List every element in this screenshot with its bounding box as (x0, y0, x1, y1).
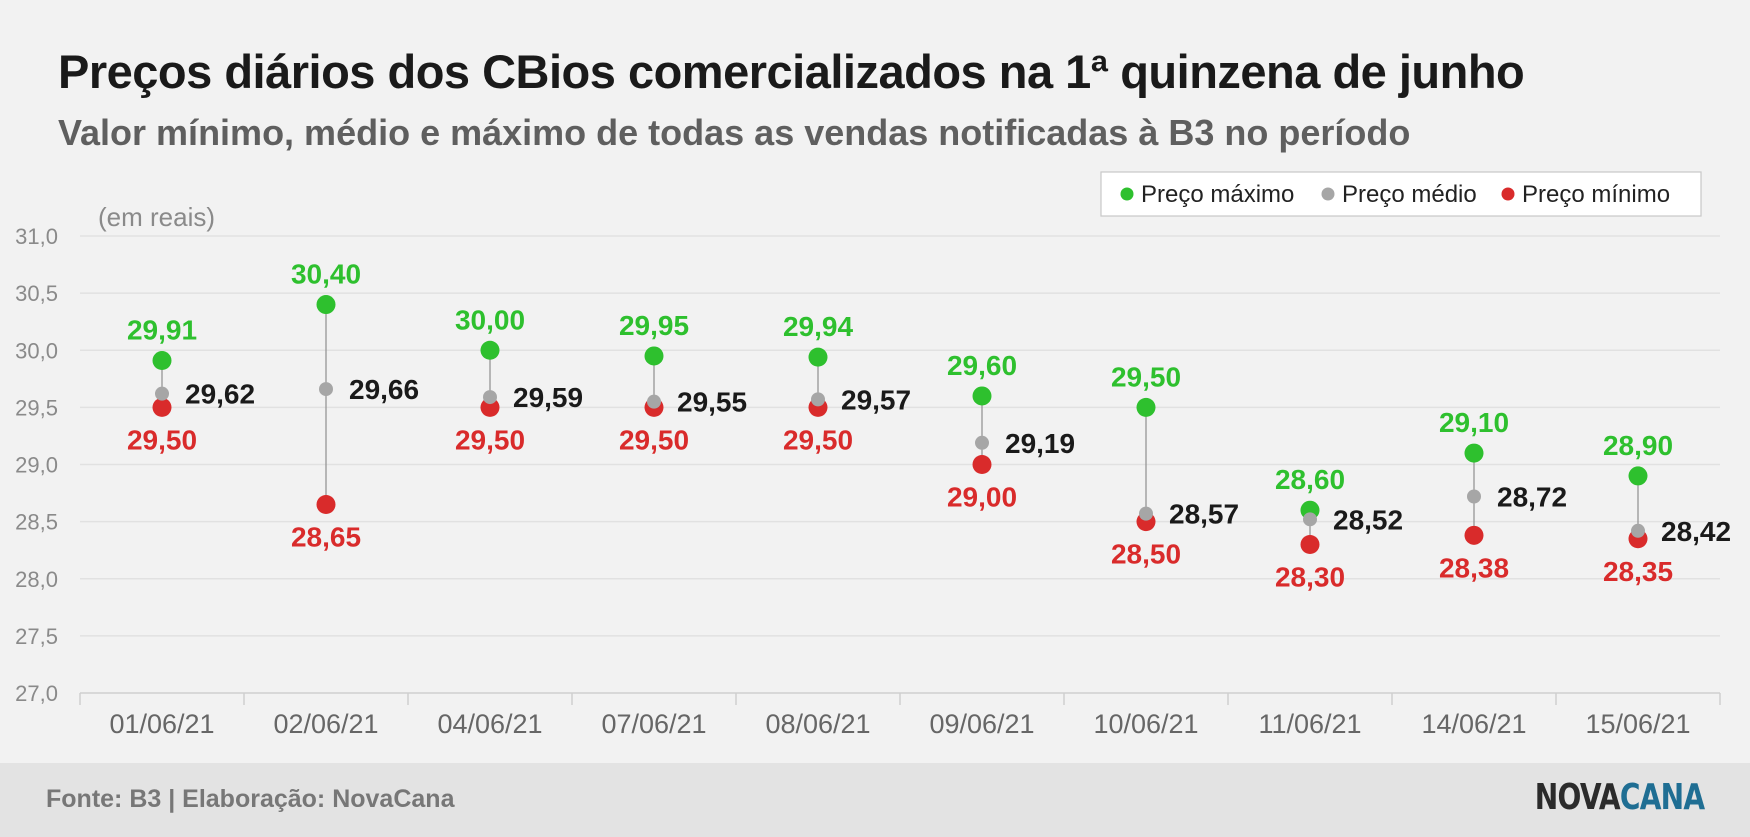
logo-part-2: CANA (1619, 777, 1705, 818)
max-point (1136, 397, 1156, 417)
avg-point (319, 382, 333, 397)
max-point (972, 386, 992, 406)
max-label: 29,10 (1439, 407, 1509, 438)
y-tick-label: 31,0 (15, 224, 58, 249)
max-label: 29,94 (783, 311, 853, 342)
avg-label: 29,62 (185, 379, 255, 410)
x-tick-label: 10/06/21 (1093, 709, 1198, 739)
avg-point (155, 386, 169, 401)
legend-marker (1321, 187, 1335, 201)
x-tick-label: 07/06/21 (601, 709, 706, 739)
avg-point (1467, 489, 1481, 504)
x-tick-label: 04/06/21 (437, 709, 542, 739)
avg-label: 28,42 (1661, 516, 1731, 547)
dot-plot-chart: 27,0 27,5 28,0 28,5 29,0 29,5 30,0 30,5 31,0 01/… (15, 171, 1731, 739)
avg-label: 29,19 (1005, 428, 1075, 459)
max-point (152, 351, 172, 371)
max-point (808, 347, 828, 367)
min-label: 29,00 (947, 482, 1017, 513)
max-label: 29,91 (127, 315, 197, 346)
x-axis: 01/06/21 02/06/21 04/06/21 07/06/21 08/06/21… (79, 693, 1721, 739)
x-tick-label: 11/06/21 (1258, 709, 1361, 739)
y-tick-label: 30,5 (15, 281, 58, 306)
max-point (480, 340, 500, 360)
footer: Fonte: B3 | Elaboração: NovaCana NOVACAN… (0, 763, 1750, 837)
max-label: 28,90 (1603, 430, 1673, 461)
y-axis: 27,0 27,5 28,0 28,5 29,0 29,5 30,0 30,5 31,0 (15, 224, 58, 706)
max-label: 30,40 (291, 259, 361, 290)
x-tick-label: 15/06/21 (1585, 709, 1690, 739)
legend-label: Preço médio (1342, 181, 1477, 208)
x-tick-label: 08/06/21 (765, 709, 870, 739)
chart-marks: 29,91 29,50 29,62 30,40 28,65 29,66 30,00 29,50… (127, 259, 1731, 593)
x-tick-label: 14/06/21 (1421, 709, 1526, 739)
avg-point (1139, 506, 1153, 521)
min-label: 29,50 (455, 424, 525, 455)
max-point (1628, 466, 1648, 486)
min-label: 29,50 (619, 424, 689, 455)
max-label: 28,60 (1275, 464, 1345, 495)
avg-label: 29,57 (841, 384, 911, 415)
avg-point (811, 392, 825, 407)
gridlines (80, 235, 1720, 694)
y-tick-label: 28,5 (15, 510, 58, 535)
min-label: 28,50 (1111, 539, 1181, 570)
legend-box (1100, 171, 1702, 217)
avg-label: 28,52 (1333, 504, 1403, 535)
min-label: 28,30 (1275, 561, 1345, 592)
min-label: 28,38 (1439, 552, 1509, 583)
avg-point (483, 390, 497, 405)
y-tick-label: 27,5 (15, 624, 58, 649)
max-point (316, 295, 336, 315)
max-label: 29,60 (947, 350, 1017, 381)
avg-point (975, 435, 989, 450)
avg-point (1303, 512, 1317, 527)
y-tick-label: 28,0 (15, 567, 58, 592)
source-note: Fonte: B3 | Elaboração: NovaCana (46, 785, 455, 813)
min-point (480, 397, 500, 417)
max-label: 29,50 (1111, 361, 1181, 392)
min-point (316, 494, 336, 514)
min-point (152, 397, 172, 417)
min-point (1464, 525, 1484, 545)
avg-label: 28,72 (1497, 481, 1567, 512)
legend-label: Preço máximo (1141, 181, 1294, 208)
avg-label: 29,66 (349, 374, 419, 405)
min-label: 28,65 (291, 521, 361, 552)
legend-marker (1120, 187, 1134, 201)
min-label: 28,35 (1603, 556, 1673, 587)
y-tick-label: 27,0 (15, 681, 58, 706)
min-point (1300, 534, 1320, 554)
unit-label: (em reais) (98, 202, 215, 232)
legend-label: Preço mínimo (1522, 181, 1670, 208)
avg-point (1631, 523, 1645, 538)
y-tick-label: 29,5 (15, 395, 58, 420)
x-tick-label: 01/06/21 (109, 709, 214, 739)
legend: Preço máximo Preço médio Preço mínimo (1100, 171, 1702, 217)
avg-label: 28,57 (1169, 499, 1239, 530)
max-label: 29,95 (619, 310, 689, 341)
max-point (644, 346, 664, 366)
avg-point (647, 394, 661, 409)
x-tick-label: 02/06/21 (273, 709, 378, 739)
legend-marker (1501, 187, 1515, 201)
max-label: 30,00 (455, 304, 525, 335)
novacana-logo: NOVACANA (1534, 777, 1704, 818)
avg-label: 29,59 (513, 382, 583, 413)
max-point (1464, 443, 1484, 463)
y-tick-label: 30,0 (15, 338, 58, 363)
min-label: 29,50 (127, 424, 197, 455)
chart-subtitle: Valor mínimo, médio e máximo de todas as… (58, 112, 1411, 153)
logo-part-1: NOVA (1534, 777, 1620, 818)
y-tick-label: 29,0 (15, 453, 58, 478)
chart-title: Preços diários dos CBios comercializados… (58, 45, 1525, 98)
x-tick-label: 09/06/21 (929, 709, 1034, 739)
avg-label: 29,55 (677, 387, 747, 418)
min-point (972, 455, 992, 474)
min-label: 29,50 (783, 424, 853, 455)
